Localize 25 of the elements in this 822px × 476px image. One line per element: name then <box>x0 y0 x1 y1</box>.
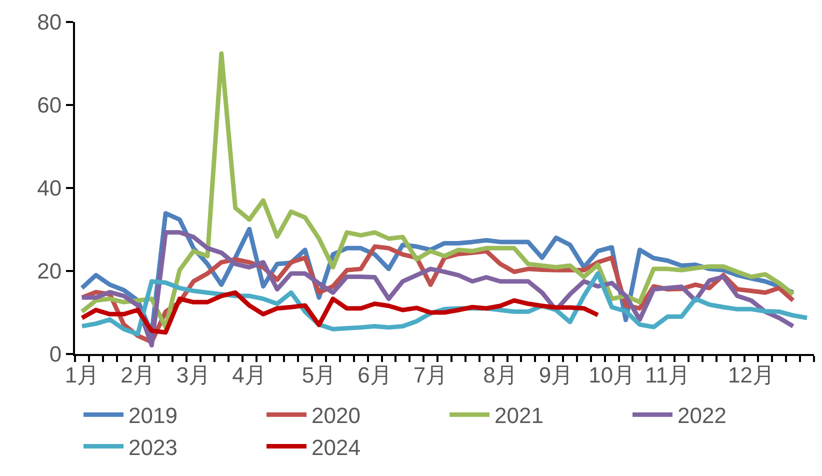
y-tick-label: 60 <box>37 92 62 118</box>
legend-label: 2023 <box>128 434 178 460</box>
x-tick-label: 10月 <box>588 362 636 388</box>
y-tick-label: 80 <box>37 10 62 35</box>
y-tick-label: 40 <box>37 176 62 201</box>
line-series <box>80 51 796 330</box>
x-tick-label: 2月 <box>120 362 155 388</box>
legend-label: 2024 <box>312 434 360 460</box>
x-tick-label: 3月 <box>176 362 211 388</box>
y-tick-label: 20 <box>37 258 62 284</box>
line-series <box>80 290 600 335</box>
x-tick-label: 8月 <box>483 362 518 388</box>
x-tick-label: 6月 <box>358 362 392 388</box>
legend-label: 2022 <box>678 403 726 428</box>
x-tick-label: 11月 <box>645 362 690 388</box>
x-tick-label: 7月 <box>413 362 448 388</box>
x-tick-label: 1月 <box>64 362 100 388</box>
x-tick-label: 12月 <box>728 362 774 388</box>
legend-label: 2019 <box>128 403 178 428</box>
x-tick-label: 9月 <box>538 362 574 388</box>
legend-label: 2020 <box>312 403 360 428</box>
x-tick-label: 5月 <box>302 362 336 388</box>
y-tick-label: 0 <box>49 342 62 367</box>
x-tick-label: 4月 <box>232 362 266 388</box>
legend-label: 2021 <box>494 403 544 428</box>
